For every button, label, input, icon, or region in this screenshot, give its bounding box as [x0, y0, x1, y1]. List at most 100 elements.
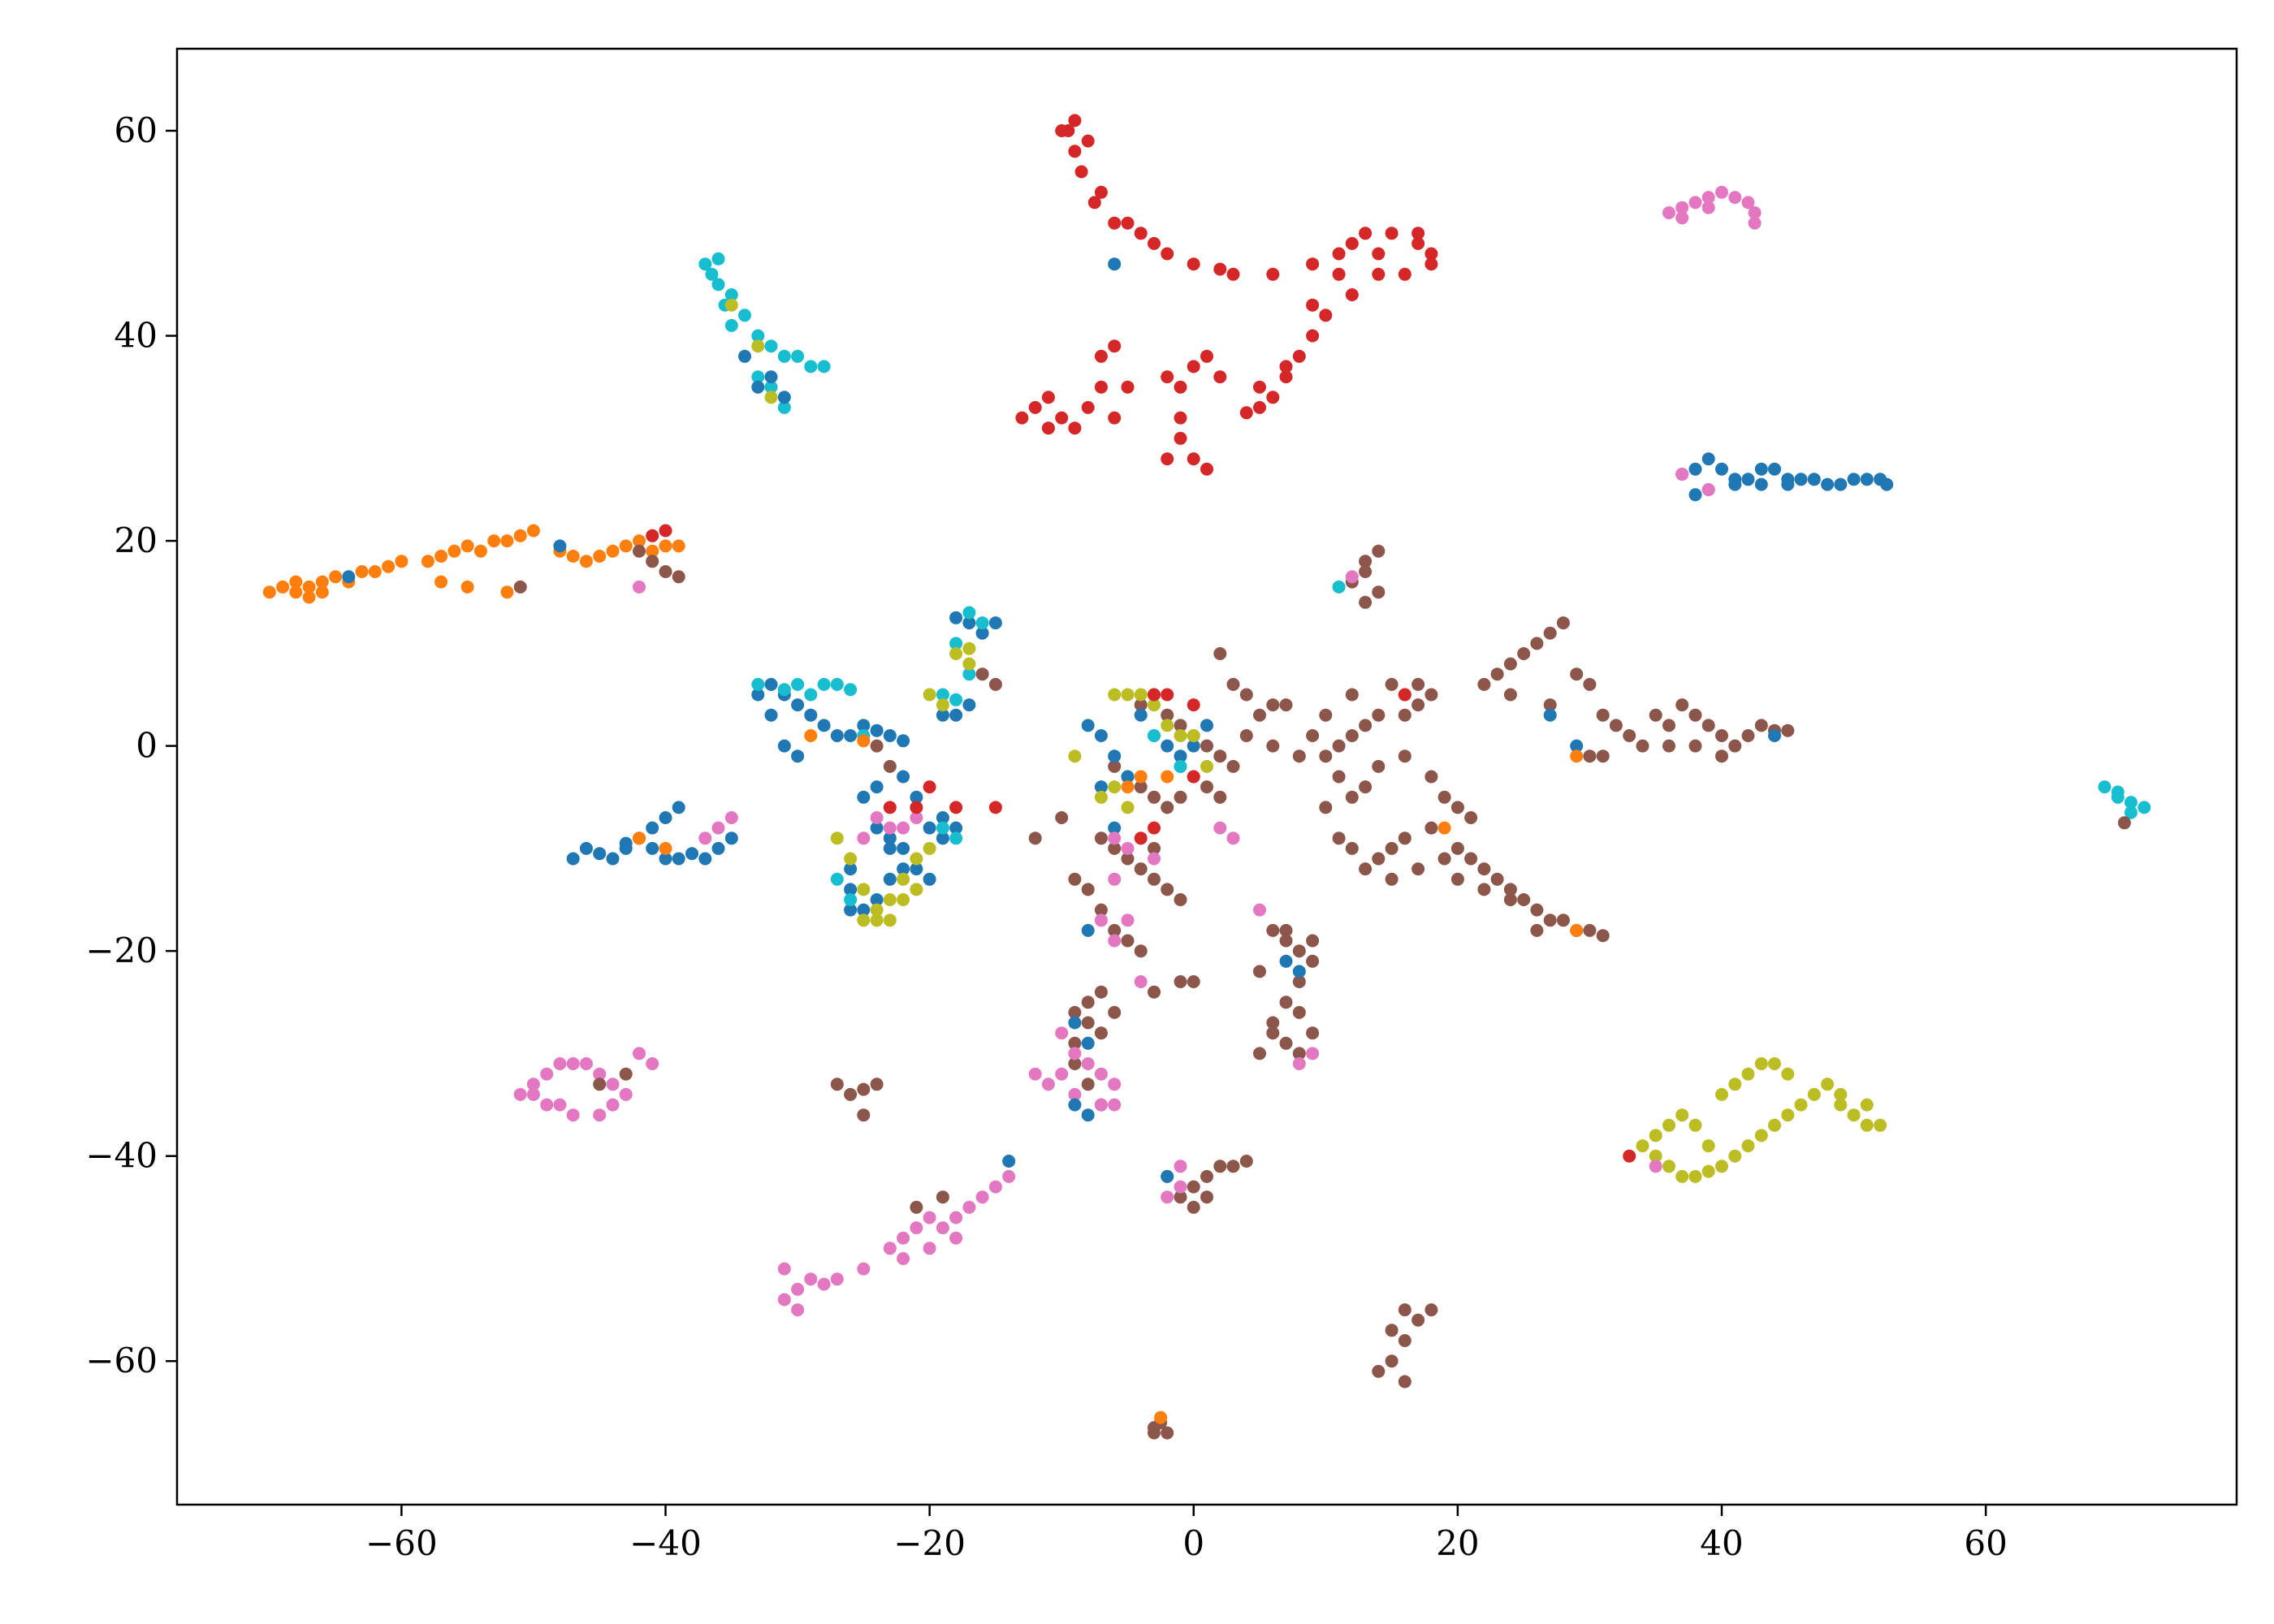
- x-tick-label: 40: [1700, 1523, 1743, 1563]
- scatter-point: [962, 641, 976, 655]
- scatter-point: [1332, 770, 1346, 784]
- scatter-point: [1279, 370, 1293, 384]
- scatter-point: [646, 821, 659, 835]
- scatter-point: [434, 550, 448, 563]
- scatter-point: [1094, 1026, 1108, 1040]
- scatter-point: [705, 267, 719, 281]
- scatter-point: [1372, 247, 1386, 261]
- scatter-point: [1041, 391, 1055, 404]
- scatter-point: [368, 565, 382, 578]
- scatter-point: [857, 734, 871, 748]
- scatter-point: [672, 570, 685, 584]
- scatter-point: [962, 1200, 976, 1214]
- scatter-point: [1213, 749, 1227, 763]
- scatter-point: [975, 667, 989, 681]
- scatter-point: [1332, 267, 1346, 281]
- scatter-point: [1239, 688, 1253, 702]
- scatter-point: [830, 729, 844, 742]
- scatter-point: [1688, 196, 1702, 209]
- scatter-point: [500, 585, 514, 599]
- scatter-point: [1094, 380, 1108, 394]
- scatter-point: [1279, 996, 1293, 1009]
- scatter-point: [949, 1211, 963, 1224]
- scatter-point: [949, 611, 963, 624]
- scatter-point: [540, 1098, 554, 1112]
- scatter-point: [1028, 831, 1042, 845]
- scatter-point: [672, 852, 685, 866]
- scatter-point: [857, 1108, 871, 1122]
- scatter-point: [276, 580, 290, 594]
- scatter-point: [1213, 1160, 1227, 1173]
- scatter-point: [1596, 749, 1610, 763]
- scatter-point: [1675, 1108, 1689, 1122]
- scatter-point: [1715, 749, 1728, 763]
- scatter-point: [1306, 298, 1320, 312]
- scatter-point: [1860, 1118, 1874, 1132]
- scatter-point: [1174, 719, 1187, 732]
- scatter-point: [1094, 349, 1108, 363]
- scatter-point: [1675, 698, 1689, 712]
- scatter-point: [1266, 391, 1280, 404]
- scatter-point: [1081, 1036, 1095, 1050]
- scatter-point: [1768, 1118, 1781, 1132]
- scatter-point: [870, 723, 884, 737]
- scatter-point: [923, 821, 936, 835]
- scatter-point: [1081, 1108, 1095, 1122]
- scatter-point: [1623, 1149, 1636, 1163]
- scatter-point: [1068, 1087, 1082, 1101]
- scatter-point: [1174, 729, 1187, 742]
- scatter-point: [1148, 841, 1161, 855]
- scatter-point: [1068, 1036, 1082, 1050]
- scatter-point: [1412, 227, 1425, 240]
- scatter-point: [724, 298, 738, 312]
- scatter-point: [1161, 801, 1174, 814]
- scatter-point: [1385, 1324, 1399, 1337]
- scatter-point: [1081, 400, 1095, 414]
- scatter-point: [1108, 216, 1122, 230]
- scatter-point: [897, 872, 910, 886]
- scatter-point: [724, 811, 738, 824]
- scatter-point: [1424, 770, 1438, 784]
- scatter-points: [262, 114, 2151, 1440]
- x-tick-label: 20: [1436, 1523, 1479, 1563]
- scatter-point: [975, 626, 989, 640]
- scatter-point: [1148, 1426, 1161, 1440]
- scatter-point: [949, 708, 963, 722]
- scatter-point: [777, 683, 791, 697]
- scatter-point: [1688, 1169, 1702, 1183]
- y-tick-label: 60: [115, 110, 158, 150]
- scatter-point: [553, 1057, 567, 1070]
- scatter-point: [1108, 257, 1122, 271]
- scatter-point: [1345, 288, 1359, 301]
- scatter-point: [1266, 739, 1280, 753]
- scatter-point: [1161, 247, 1174, 261]
- scatter-point: [579, 841, 593, 855]
- scatter-point: [777, 1293, 791, 1307]
- scatter-point: [698, 831, 712, 845]
- scatter-point: [883, 914, 897, 927]
- scatter-point: [1701, 1164, 1715, 1178]
- scatter-point: [1662, 206, 1675, 219]
- scatter-point: [606, 852, 620, 866]
- scatter-point: [1701, 483, 1715, 496]
- scatter-point: [1108, 1005, 1122, 1019]
- scatter-point: [513, 1087, 527, 1101]
- scatter-point: [1768, 462, 1781, 476]
- scatter-point: [857, 883, 871, 896]
- scatter-point: [988, 801, 1002, 814]
- scatter-point: [500, 534, 514, 548]
- scatter-point: [526, 1078, 540, 1091]
- scatter-point: [1424, 688, 1438, 702]
- scatter-point: [1055, 811, 1069, 824]
- scatter-point: [1398, 688, 1412, 702]
- scatter-point: [962, 606, 976, 620]
- scatter-point: [1239, 406, 1253, 420]
- scatter-point: [1068, 421, 1082, 435]
- scatter-point: [1306, 1047, 1320, 1060]
- scatter-point: [1068, 1047, 1082, 1060]
- scatter-point: [1359, 862, 1373, 876]
- scatter-point: [1174, 380, 1187, 394]
- scatter-point: [870, 780, 884, 794]
- scatter-point: [711, 821, 725, 835]
- scatter-point: [1108, 339, 1122, 353]
